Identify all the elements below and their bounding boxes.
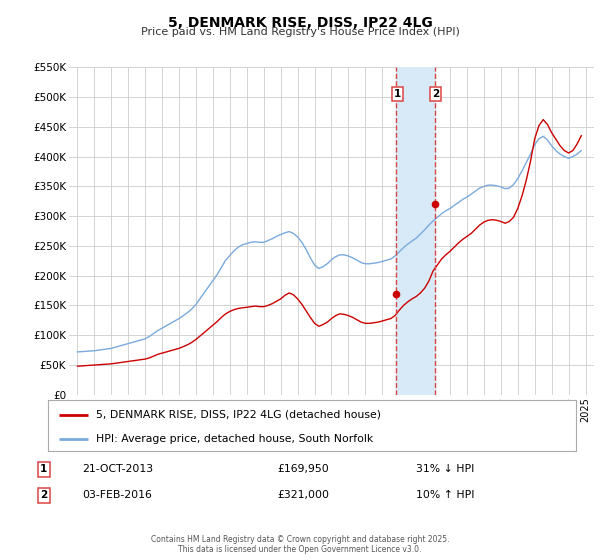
Text: Contains HM Land Registry data © Crown copyright and database right 2025.
This d: Contains HM Land Registry data © Crown c…	[151, 535, 449, 554]
Text: 2: 2	[433, 89, 440, 99]
Text: 1: 1	[394, 89, 401, 99]
Text: HPI: Average price, detached house, South Norfolk: HPI: Average price, detached house, Sout…	[95, 433, 373, 444]
Text: Price paid vs. HM Land Registry's House Price Index (HPI): Price paid vs. HM Land Registry's House …	[140, 27, 460, 37]
Text: £169,950: £169,950	[277, 464, 329, 474]
Text: 21-OCT-2013: 21-OCT-2013	[82, 464, 153, 474]
Text: 10% ↑ HPI: 10% ↑ HPI	[416, 491, 474, 500]
Bar	[396, 67, 434, 395]
Text: 2: 2	[40, 491, 47, 500]
Text: 5, DENMARK RISE, DISS, IP22 4LG (detached house): 5, DENMARK RISE, DISS, IP22 4LG (detache…	[95, 409, 380, 419]
Text: 1: 1	[40, 464, 47, 474]
Text: 31% ↓ HPI: 31% ↓ HPI	[416, 464, 474, 474]
Text: 03-FEB-2016: 03-FEB-2016	[82, 491, 152, 500]
Text: £321,000: £321,000	[277, 491, 329, 500]
Text: 5, DENMARK RISE, DISS, IP22 4LG: 5, DENMARK RISE, DISS, IP22 4LG	[167, 16, 433, 30]
